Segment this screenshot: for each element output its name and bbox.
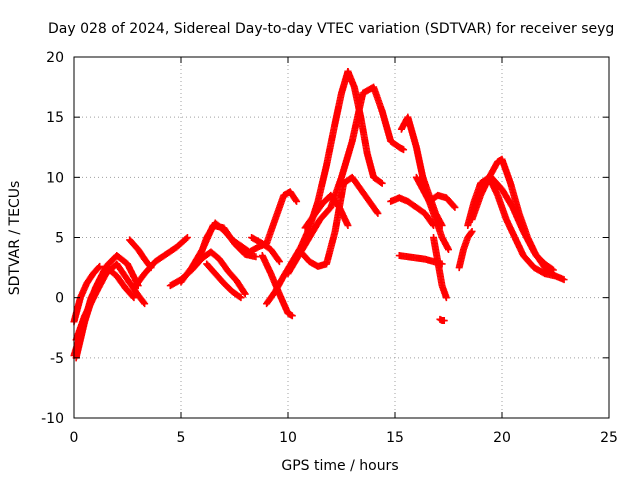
series-track-23: [412, 173, 452, 254]
y-axis: -10 -5 0 5 10 15 20: [41, 50, 609, 427]
data-point: [440, 317, 448, 325]
data-point: [288, 312, 296, 320]
series-track-11: [258, 252, 296, 320]
series-track-26: [436, 315, 448, 325]
x-axis-title: GPS time / hours: [281, 458, 398, 474]
series-track-25: [425, 191, 459, 211]
data-point: [141, 300, 149, 308]
data-point: [95, 263, 103, 271]
x-tick-label: 5: [177, 430, 186, 446]
data-point: [241, 290, 249, 298]
data-point: [550, 271, 558, 279]
data-point: [182, 235, 190, 243]
data-point: [275, 256, 283, 264]
y-tick-label: 5: [55, 231, 64, 247]
y-tick-label: 15: [46, 110, 64, 126]
series-track-19: [301, 191, 352, 232]
data-point: [237, 294, 245, 302]
series-track-24: [430, 234, 450, 302]
data-point: [442, 294, 450, 302]
data-point: [450, 202, 458, 210]
data-point: [377, 178, 385, 186]
data-point: [252, 253, 260, 261]
series-track-13: [263, 188, 301, 248]
data-point: [560, 276, 568, 284]
x-tick-label: 20: [493, 430, 511, 446]
data-point: [183, 234, 191, 241]
data-point: [130, 294, 138, 302]
y-axis-title: SDTVAR / TECUs: [7, 181, 23, 296]
data-point: [275, 258, 283, 266]
data-point: [96, 262, 104, 270]
series-track-9: [194, 219, 271, 266]
data-point: [552, 272, 559, 280]
series-track-27: [455, 227, 476, 272]
data-point: [140, 298, 148, 306]
data-points: [70, 67, 568, 362]
x-tick-label: 0: [70, 430, 79, 446]
x-tick-label: 15: [386, 430, 404, 446]
y-tick-label: 20: [46, 50, 64, 66]
series-track-10: [203, 260, 245, 302]
data-point: [344, 221, 352, 229]
data-point: [292, 196, 300, 204]
y-tick-label: 0: [55, 291, 64, 307]
data-point: [400, 146, 408, 154]
data-point: [129, 293, 137, 301]
data-point: [240, 289, 248, 297]
data-point: [467, 229, 475, 237]
grid: [74, 57, 609, 418]
series-track-30: [477, 173, 559, 280]
series-track-18: [297, 173, 382, 270]
data-point: [378, 179, 386, 187]
x-tick-label: 10: [279, 430, 297, 446]
y-tick-label: -5: [50, 351, 64, 367]
y-tick-label: -10: [41, 411, 64, 427]
data-point: [445, 246, 452, 254]
series-track-17: [378, 107, 408, 154]
data-point: [451, 203, 459, 211]
series-track-12: [248, 234, 283, 266]
series-track-20: [387, 194, 438, 229]
data-point: [373, 208, 381, 216]
data-point: [468, 227, 476, 235]
x-tick-label: 25: [600, 430, 618, 446]
x-axis: 0 5 10 15 20 25: [70, 57, 618, 446]
data-point: [293, 197, 301, 205]
data-point: [374, 209, 382, 217]
y-tick-label: 10: [46, 170, 64, 186]
data-point: [236, 293, 244, 301]
series-track-6: [130, 234, 191, 292]
chart-title: Day 028 of 2024, Sidereal Day-to-day VTE…: [48, 21, 614, 37]
